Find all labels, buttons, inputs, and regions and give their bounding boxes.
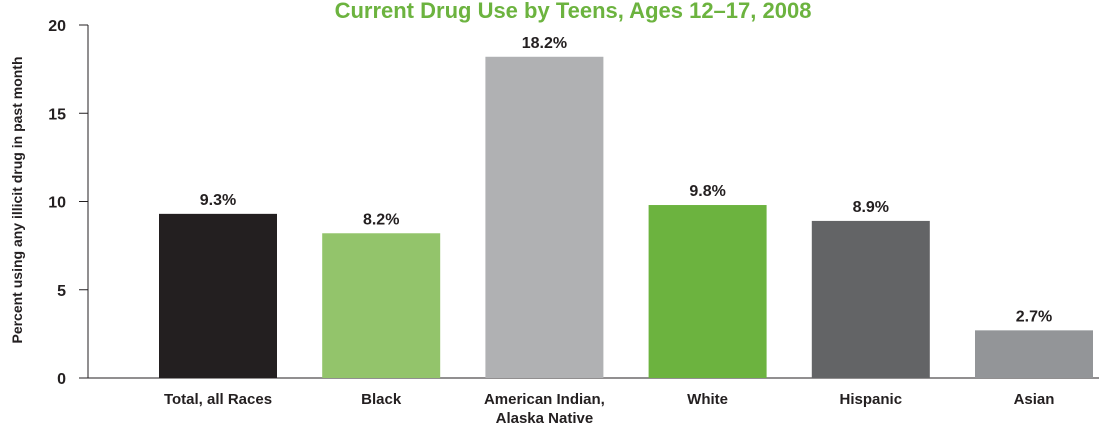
y-axis-title: Percent using any illicit drug in past m… (9, 56, 25, 343)
y-axis-ticks: 0 5 10 15 20 (48, 18, 88, 388)
y-tick-label: 0 (57, 371, 66, 388)
category-label: White (687, 391, 728, 408)
category-label: American Indian, Alaska Native (484, 391, 605, 427)
category-label-line: Hispanic (840, 391, 903, 408)
bar (975, 330, 1093, 378)
data-label: 8.9% (853, 199, 889, 216)
category-label: Black (361, 391, 402, 408)
category-label-line: Asian (1014, 391, 1055, 408)
bar (322, 233, 441, 378)
category-labels: Total, all Races Black American Indian, Ala… (164, 391, 1054, 427)
data-label: 9.8% (689, 183, 725, 200)
y-tick-label: 5 (57, 283, 66, 300)
data-label: 2.7% (1016, 308, 1052, 325)
bar (485, 56, 604, 379)
category-label-line: American Indian, (484, 391, 605, 408)
data-labels: 9.3% 8.2% 18.2% 9.8% 8.9% 2.7% (200, 35, 1052, 326)
y-tick-label: 10 (48, 195, 66, 212)
category-label: Asian (1014, 391, 1055, 408)
category-label-line: White (687, 391, 728, 408)
bar (159, 213, 277, 378)
chart-title: Current Drug Use by Teens, Ages 12–17, 2… (335, 0, 812, 23)
data-label: 8.2% (363, 211, 399, 228)
y-tick-label: 15 (48, 106, 66, 123)
category-label-line: Total, all Races (164, 391, 272, 408)
data-label: 9.3% (200, 192, 236, 209)
category-label-line: Alaska Native (496, 410, 594, 427)
y-tick-label: 20 (48, 18, 66, 35)
category-label-line: Black (361, 391, 402, 408)
bar (811, 220, 930, 378)
data-label: 18.2% (522, 35, 567, 52)
category-label: Total, all Races (164, 391, 272, 408)
category-label: Hispanic (840, 391, 903, 408)
bar (648, 205, 767, 378)
bar-series (159, 56, 1093, 379)
